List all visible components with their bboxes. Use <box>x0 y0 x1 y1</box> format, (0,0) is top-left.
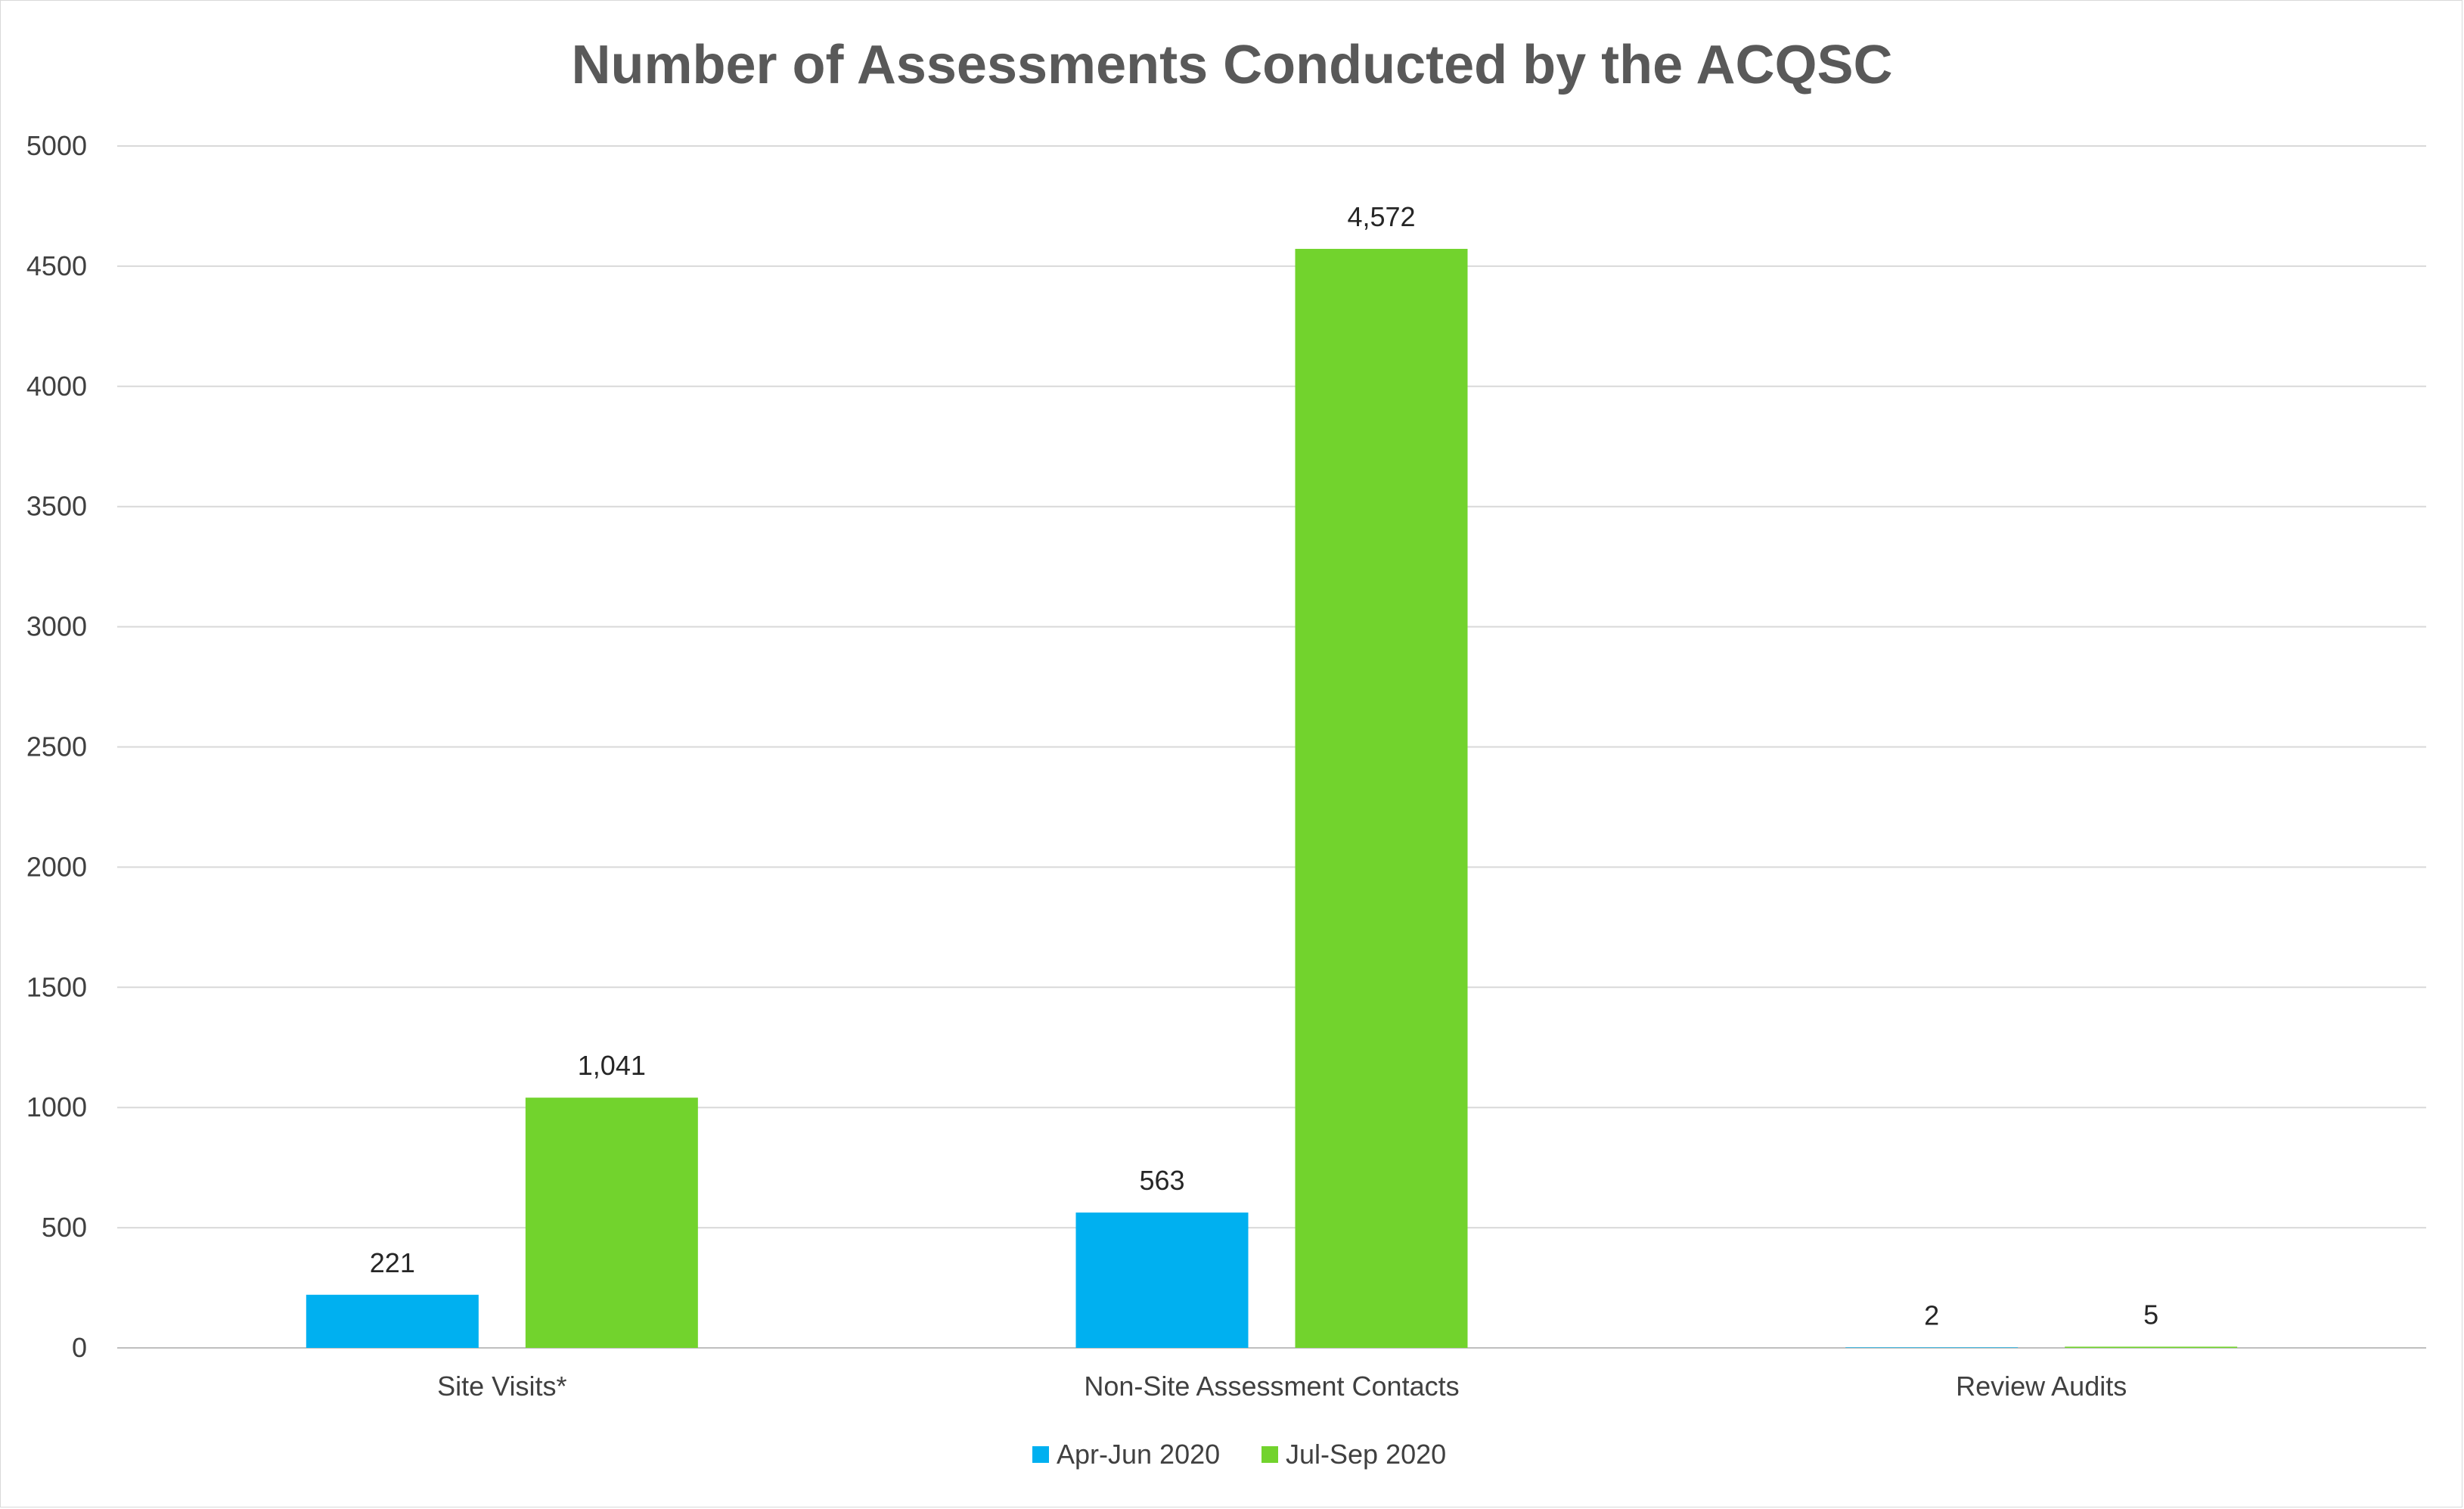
legend-label: Jul-Sep 2020 <box>1286 1439 1446 1470</box>
data-label: 5 <box>2143 1299 2158 1330</box>
y-tick-label: 3000 <box>26 611 87 642</box>
y-tick-label: 2000 <box>26 851 87 882</box>
bar-jul-sep-1 <box>1295 249 1468 1348</box>
data-label: 2 <box>1924 1299 1939 1330</box>
bar-jul-sep-2 <box>2065 1346 2238 1348</box>
bar-jul-sep-0 <box>525 1098 698 1348</box>
chart-title: Number of Assessments Conducted by the A… <box>572 35 1893 95</box>
y-tick-label: 1500 <box>26 971 87 1002</box>
legend: Apr-Jun 2020 Jul-Sep 2020 <box>1032 1439 1446 1470</box>
bars <box>306 249 2238 1348</box>
x-axis-categories: Site Visits* Non-Site Assessment Contacts… <box>437 1371 2127 1402</box>
y-tick-label: 4000 <box>26 371 87 402</box>
y-tick-label: 3500 <box>26 491 87 522</box>
data-label: 563 <box>1139 1165 1184 1196</box>
y-tick-label: 2500 <box>26 731 87 762</box>
gridlines <box>117 145 2426 1349</box>
data-labels: 221 1,041 563 4,572 2 5 <box>370 201 2158 1330</box>
legend-swatch <box>1032 1446 1049 1463</box>
y-tick-label: 4500 <box>26 250 87 281</box>
y-tick-label: 0 <box>72 1332 87 1363</box>
data-label: 4,572 <box>1347 201 1415 232</box>
x-category-label: Non-Site Assessment Contacts <box>1084 1371 1459 1402</box>
bar-apr-jun-0 <box>306 1294 479 1348</box>
bar-apr-jun-2 <box>1845 1347 2019 1348</box>
legend-swatch <box>1261 1446 1278 1463</box>
x-category-label: Review Audits <box>1956 1371 2127 1402</box>
x-category-label: Site Visits* <box>437 1371 566 1402</box>
legend-label: Apr-Jun 2020 <box>1057 1439 1220 1470</box>
y-axis-ticks: 0 500 1000 1500 2000 2500 3000 3500 4000 4500 5000 <box>26 130 87 1363</box>
data-label: 221 <box>370 1247 415 1278</box>
y-tick-label: 1000 <box>26 1091 87 1122</box>
bar-apr-jun-1 <box>1075 1212 1249 1348</box>
data-label: 1,041 <box>578 1050 646 1081</box>
y-tick-label: 500 <box>42 1212 87 1243</box>
y-tick-label: 5000 <box>26 130 87 161</box>
